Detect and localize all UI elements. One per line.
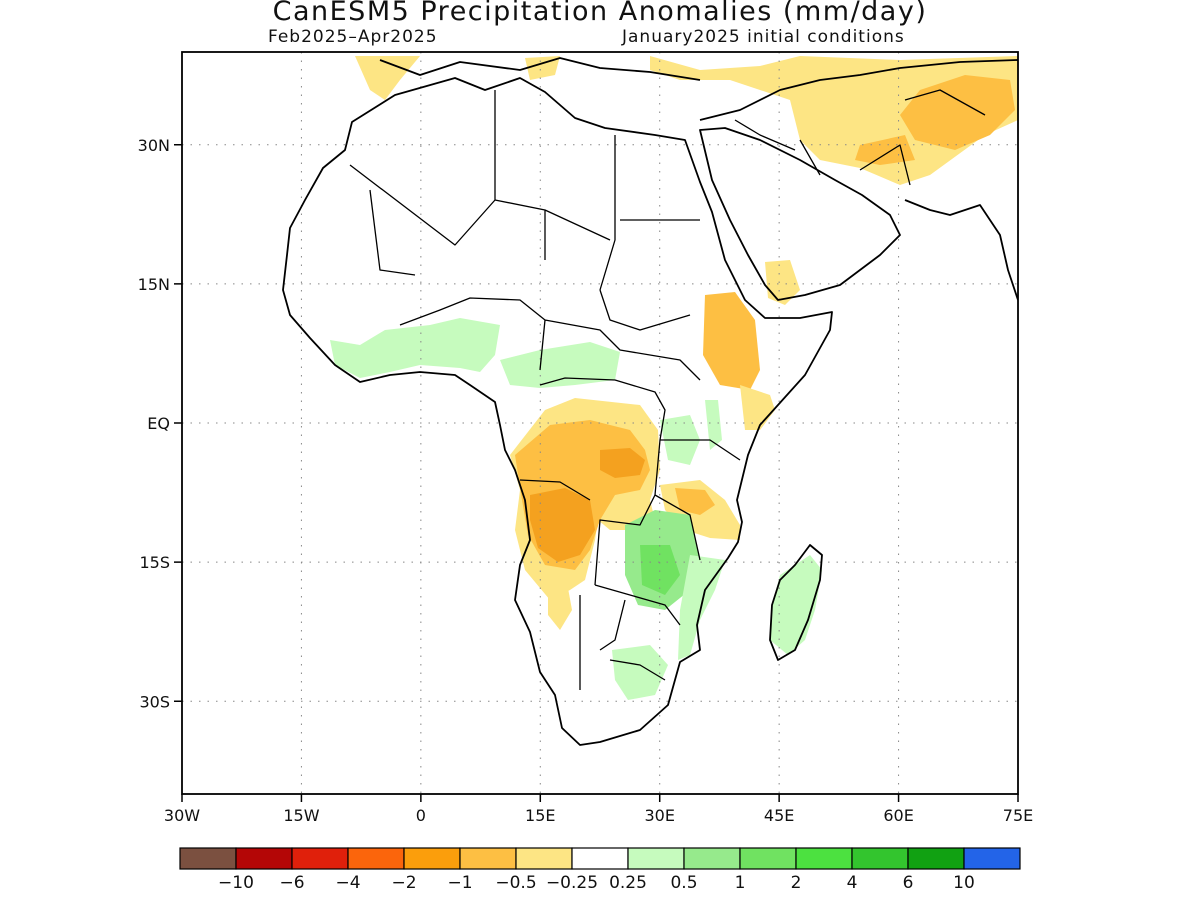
borders-middle-east <box>734 89 986 186</box>
colorbar-label: −0.25 <box>546 873 598 893</box>
colorbar-swatch <box>907 847 965 870</box>
lon-tick-label: 75E <box>1003 806 1033 825</box>
gridlines <box>182 52 1018 794</box>
forecast-period: Feb2025–Apr2025 <box>268 27 438 47</box>
anomaly-green-car <box>500 342 620 388</box>
colorbar-label: 0.25 <box>609 873 647 893</box>
colorbar-label: −10 <box>218 873 254 893</box>
lon-tick-label: 30W <box>164 806 200 825</box>
borders-north-africa <box>349 90 700 291</box>
colorbar-swatch <box>179 847 237 870</box>
colorbar-swatch <box>795 847 853 870</box>
lon-tick-label: 60E <box>883 806 913 825</box>
madagascar <box>769 544 823 661</box>
colorbar-label: 1 <box>735 873 746 893</box>
colorbar-label: 6 <box>903 873 914 893</box>
anomaly-darkorange-angola <box>530 488 595 562</box>
lat-tick-label: 15S <box>139 553 170 572</box>
lat-tick-label: EQ <box>147 414 170 433</box>
anomaly-green-south-africa <box>612 645 668 700</box>
anomaly-yellow-namibia <box>548 588 572 630</box>
anomaly-green-guinea-coast <box>330 318 500 378</box>
colorbar-swatch <box>963 847 1021 870</box>
colorbar-swatch <box>683 847 741 870</box>
mediterranean-north-coast <box>379 57 701 81</box>
colorbar-swatch <box>403 847 461 870</box>
colorbar: −10 −6 −4 −2 −1 −0.5 −0.25 0.25 0.5 1 2 4 6 10 <box>179 847 1021 893</box>
lat-tick-label: 30S <box>139 692 170 711</box>
colorbar-label: −6 <box>279 873 304 893</box>
lon-tick-label: 45E <box>764 806 794 825</box>
colorbar-label: 4 <box>847 873 858 893</box>
lon-tick-label: 30E <box>644 806 674 825</box>
anomaly-green-malawi <box>640 545 680 595</box>
colorbar-label: −1 <box>447 873 472 893</box>
anomaly-yellow-mediterranean-2 <box>525 56 560 80</box>
colorbar-swatch <box>851 847 909 870</box>
asia-coastline <box>699 59 1018 301</box>
anomaly-yellow-mediterranean <box>355 56 420 100</box>
colorbar-swatch <box>515 847 573 870</box>
colorbar-label: 2 <box>791 873 802 893</box>
borders-central <box>519 377 741 586</box>
anomaly-orange-tanzania <box>675 488 715 515</box>
colorbar-swatch <box>459 847 517 870</box>
lat-tick-label: 15N <box>138 275 170 294</box>
colorbar-swatch <box>739 847 797 870</box>
colorbar-label: −2 <box>391 873 416 893</box>
colorbar-swatch <box>627 847 685 870</box>
colorbar-swatch <box>347 847 405 870</box>
colorbar-swatch <box>571 847 629 870</box>
colorbar-label: 0.5 <box>670 873 697 893</box>
anomaly-darkorange-congo <box>600 448 645 478</box>
africa-coastline <box>282 77 833 746</box>
arabia-coastline <box>699 127 901 301</box>
anomaly-orange-ethiopia <box>703 292 760 390</box>
borders-sahel <box>399 289 701 381</box>
anomaly-green-madagascar <box>770 555 822 655</box>
colorbar-label: 10 <box>953 873 975 893</box>
colorbar-swatch <box>291 847 349 870</box>
colorbar-label: −4 <box>335 873 360 893</box>
lat-tick-label: 30N <box>138 136 170 155</box>
borders-south <box>579 584 681 690</box>
colorbar-label: −0.5 <box>495 873 536 893</box>
lon-tick-label: 15W <box>283 806 319 825</box>
lon-tick-label: 15E <box>525 806 555 825</box>
colorbar-swatch <box>235 847 293 870</box>
lon-tick-label: 0 <box>416 806 426 825</box>
anomaly-orange-iran <box>855 135 915 165</box>
axis-ticks: 30W 15W 0 15E 30E 45E 60E 75E 30N 15N EQ 15S 30S <box>138 136 1034 825</box>
anomaly-green-kenya <box>705 400 722 450</box>
coastlines-and-borders <box>282 57 1018 746</box>
chart-title: CanESM5 Precipitation Anomalies (mm/day) <box>272 0 928 27</box>
initial-conditions: January2025 initial conditions <box>622 27 905 47</box>
